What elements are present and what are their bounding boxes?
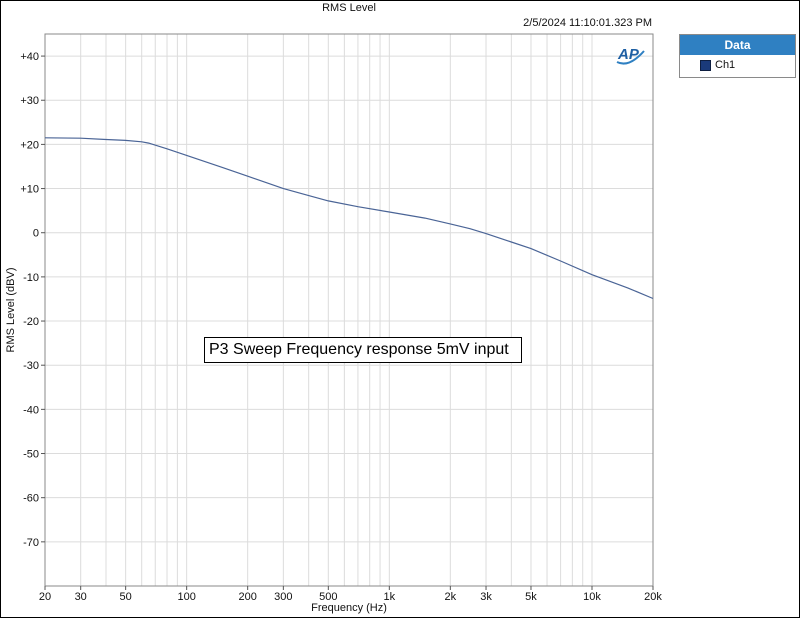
y-axis-label: RMS Level (dBV): [5, 268, 17, 353]
chart-title: RMS Level: [322, 2, 376, 14]
ap-logo-icon: AP: [616, 46, 645, 65]
legend-swatch-ch1: [700, 59, 711, 71]
y-tick-label: +10: [20, 184, 39, 196]
legend-entry-ch1[interactable]: Ch1: [680, 55, 795, 75]
ap-logo: AP: [613, 42, 647, 68]
x-tick-label: 5k: [525, 591, 537, 603]
y-tick-label: -40: [23, 404, 39, 416]
x-tick-label: 100: [177, 591, 195, 603]
ap-logo-text: AP: [617, 46, 640, 63]
x-tick-label: 200: [238, 591, 256, 603]
x-tick-label: 10k: [583, 591, 601, 603]
y-tick-label: -70: [23, 537, 39, 549]
plot-area: [44, 33, 654, 587]
x-tick-label: 50: [120, 591, 132, 603]
y-tick-label: +40: [20, 51, 39, 63]
y-tick-label: -30: [23, 360, 39, 372]
series-group: [44, 137, 654, 300]
y-tick-label: +20: [20, 139, 39, 151]
x-tick-label: 20: [39, 591, 51, 603]
x-axis-label: Frequency (Hz): [311, 602, 387, 614]
axis-ticks: 20 30 50 100 200 300 500 1k 2k 3k 5k 10k 20k +40 +30 +2…: [20, 51, 662, 603]
x-tick-label: 3k: [480, 591, 492, 603]
y-tick-label: -50: [23, 449, 39, 461]
chart-annotation: P3 Sweep Frequency response 5mV input: [204, 337, 522, 363]
series-line-ch1: [44, 137, 654, 300]
x-tick-label: 1k: [384, 591, 396, 603]
legend: Data Ch1: [679, 34, 796, 78]
x-tick-label: 300: [274, 591, 292, 603]
x-tick-label: 500: [319, 591, 337, 603]
legend-title: Data: [680, 35, 795, 55]
chart-timestamp: 2/5/2024 11:10:01.323 PM: [523, 17, 652, 29]
y-tick-label: -60: [23, 493, 39, 505]
plot-grid: [44, 34, 654, 586]
y-tick-label: -10: [23, 272, 39, 284]
y-tick-label: 0: [33, 228, 39, 240]
x-tick-label: 2k: [445, 591, 457, 603]
x-tick-label: 30: [75, 591, 87, 603]
legend-label-ch1: Ch1: [715, 59, 736, 71]
y-tick-label: +30: [20, 95, 39, 107]
x-tick-label: 20k: [644, 591, 662, 603]
y-tick-label: -20: [23, 316, 39, 328]
